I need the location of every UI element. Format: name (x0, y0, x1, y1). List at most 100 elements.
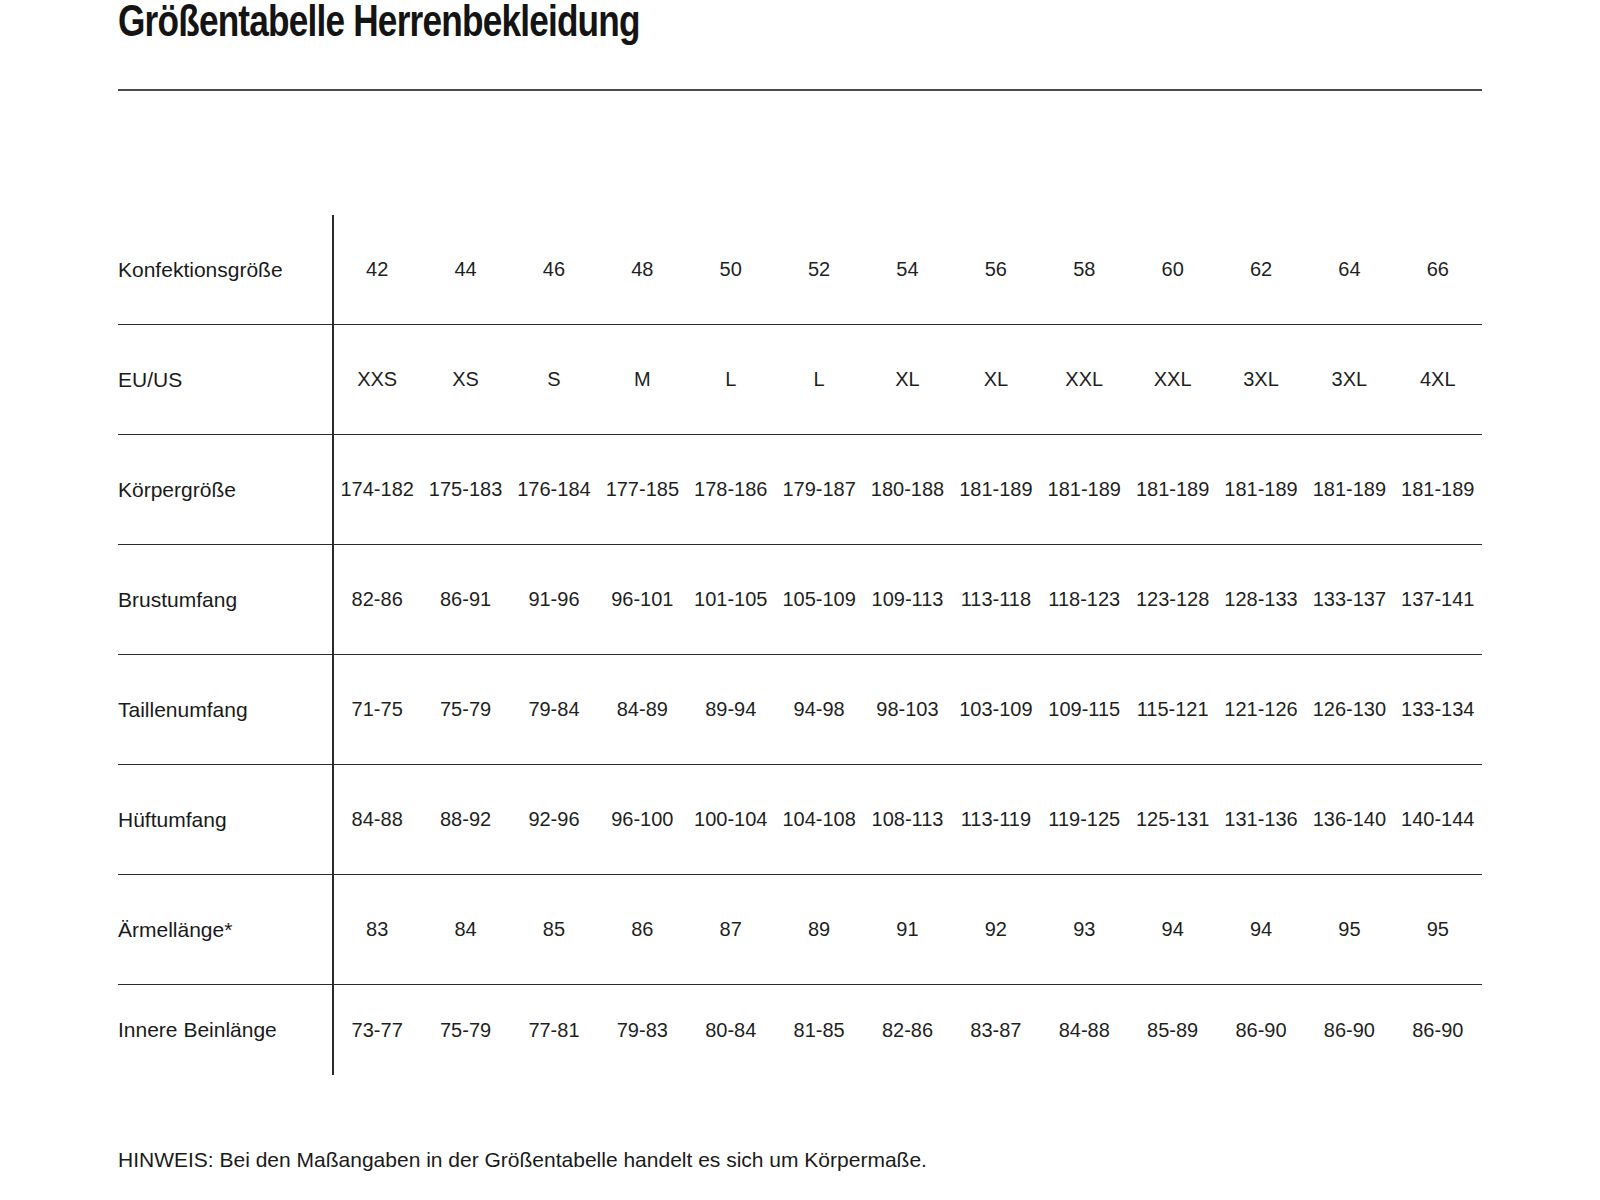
table-cell: M (598, 368, 686, 391)
table-cell: 46 (510, 258, 598, 281)
table-cell: 113-118 (952, 588, 1040, 611)
table-cell: 4XL (1394, 368, 1482, 391)
table-cell: 108-113 (863, 808, 951, 831)
table-cell: 85-89 (1128, 1019, 1216, 1042)
table-cell: XXS (333, 368, 421, 391)
table-cell: 103-109 (952, 698, 1040, 721)
table-cell: 109-115 (1040, 698, 1128, 721)
table-row: EU/USXXSXSSMLLXLXLXXLXXL3XL3XL4XL (118, 325, 1482, 435)
table-cell: L (775, 368, 863, 391)
table-cell: XS (421, 368, 509, 391)
table-cell: 105-109 (775, 588, 863, 611)
table-cell: 86-90 (1394, 1019, 1482, 1042)
table-cell: 133-137 (1305, 588, 1393, 611)
table-cell: 98-103 (863, 698, 951, 721)
table-cell: 113-119 (952, 808, 1040, 831)
table-cell: 118-123 (1040, 588, 1128, 611)
table-cell: 87 (687, 918, 775, 941)
table-row: Körpergröße174-182175-183176-184177-1851… (118, 435, 1482, 545)
table-cell: 73-77 (333, 1019, 421, 1042)
table-cell: 84 (421, 918, 509, 941)
table-cell: 86-91 (421, 588, 509, 611)
table-row: Hüftumfang84-8888-9292-9696-100100-10410… (118, 765, 1482, 875)
page-title: Größentabelle Herrenbekleidung (118, 0, 640, 46)
table-cell: 84-89 (598, 698, 686, 721)
table-cell: 109-113 (863, 588, 951, 611)
table-cell: 86-90 (1217, 1019, 1305, 1042)
table-cell: 64 (1305, 258, 1393, 281)
table-cell: 71-75 (333, 698, 421, 721)
table-cell: 133-134 (1394, 698, 1482, 721)
table-cell: 89-94 (687, 698, 775, 721)
table-cell: 82-86 (333, 588, 421, 611)
table-cell: 56 (952, 258, 1040, 281)
table-cell: 91 (863, 918, 951, 941)
table-cell: 62 (1217, 258, 1305, 281)
table-cell: 85 (510, 918, 598, 941)
table-cell: XL (863, 368, 951, 391)
table-cell: 3XL (1305, 368, 1393, 391)
table-cell: 176-184 (510, 478, 598, 501)
table-cell: 88-92 (421, 808, 509, 831)
table-row: Ärmellänge*83848586878991929394949595 (118, 875, 1482, 985)
table-cell: 52 (775, 258, 863, 281)
row-label: EU/US (118, 368, 333, 392)
table-cell: 66 (1394, 258, 1482, 281)
table-cell: 58 (1040, 258, 1128, 281)
table-cell: 3XL (1217, 368, 1305, 391)
table-cell: 96-101 (598, 588, 686, 611)
table-cell: 79-83 (598, 1019, 686, 1042)
table-cell: 174-182 (333, 478, 421, 501)
table-cell: 123-128 (1128, 588, 1216, 611)
table-cell: 86 (598, 918, 686, 941)
table-cell: 131-136 (1217, 808, 1305, 831)
row-label: Taillenumfang (118, 698, 333, 722)
table-cell: 89 (775, 918, 863, 941)
table-cell: 82-86 (863, 1019, 951, 1042)
table-cell: 181-189 (1217, 478, 1305, 501)
table-cell: 84-88 (1040, 1019, 1128, 1042)
table-cell: 119-125 (1040, 808, 1128, 831)
content-area: Größentabelle Herrenbekleidung Konfektio… (118, 0, 1482, 46)
table-cell: 121-126 (1217, 698, 1305, 721)
table-cell: 181-189 (1394, 478, 1482, 501)
table-cell: 91-96 (510, 588, 598, 611)
label-column-divider (332, 215, 334, 1075)
table-cell: 126-130 (1305, 698, 1393, 721)
table-cell: 79-84 (510, 698, 598, 721)
table-cell: XL (952, 368, 1040, 391)
table-cell: 48 (598, 258, 686, 281)
table-cell: 96-100 (598, 808, 686, 831)
title-underline (118, 89, 1482, 91)
table-cell: 95 (1305, 918, 1393, 941)
table-cell: 81-85 (775, 1019, 863, 1042)
table-cell: 140-144 (1394, 808, 1482, 831)
table-cell: 80-84 (687, 1019, 775, 1042)
row-label: Körpergröße (118, 478, 333, 502)
table-cell: 101-105 (687, 588, 775, 611)
table-row: Innere Beinlänge73-7775-7977-8179-8380-8… (118, 985, 1482, 1075)
table-cell: XXL (1040, 368, 1128, 391)
table-cell: 178-186 (687, 478, 775, 501)
table-cell: 60 (1128, 258, 1216, 281)
table-cell: 42 (333, 258, 421, 281)
size-table: Konfektionsgröße424446485052545658606264… (118, 215, 1482, 1075)
table-row: Taillenumfang71-7575-7979-8484-8989-9494… (118, 655, 1482, 765)
table-cell: 84-88 (333, 808, 421, 831)
table-cell: 181-189 (952, 478, 1040, 501)
table-cell: 181-189 (1305, 478, 1393, 501)
row-label: Konfektionsgröße (118, 258, 333, 282)
table-cell: 137-141 (1394, 588, 1482, 611)
table-cell: 104-108 (775, 808, 863, 831)
table-cell: 92-96 (510, 808, 598, 831)
table-cell: 94 (1217, 918, 1305, 941)
table-cell: L (687, 368, 775, 391)
table-cell: 177-185 (598, 478, 686, 501)
table-cell: 93 (1040, 918, 1128, 941)
table-cell: 128-133 (1217, 588, 1305, 611)
table-cell: 44 (421, 258, 509, 281)
table-cell: 75-79 (421, 1019, 509, 1042)
table-cell: 175-183 (421, 478, 509, 501)
table-cell: S (510, 368, 598, 391)
table-cell: 94 (1128, 918, 1216, 941)
